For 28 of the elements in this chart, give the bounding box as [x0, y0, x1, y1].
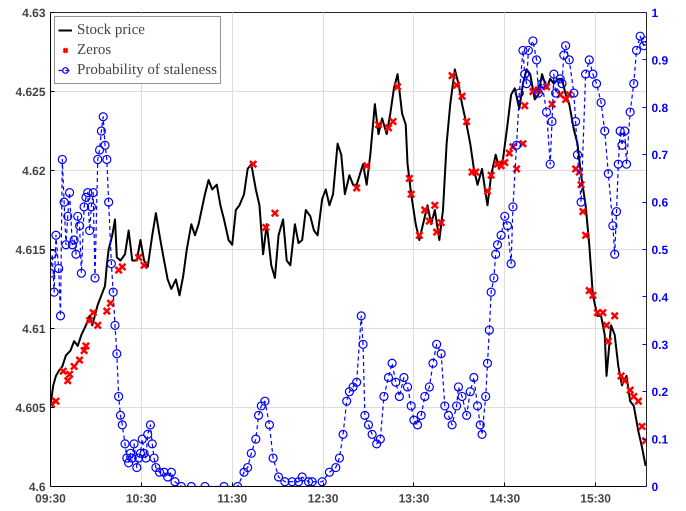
x-tick-label: 12:30	[308, 492, 339, 506]
y2-tick-label: 0.3	[652, 338, 669, 352]
y-tick-label: 4.605	[15, 401, 46, 415]
y-tick-label: 4.615	[15, 243, 46, 257]
legend-label: Zeros	[77, 42, 112, 58]
x-tick-label: 15:30	[580, 492, 612, 506]
y2-tick-label: 0.2	[652, 385, 669, 400]
y2-tick-label: 0.7	[652, 148, 669, 162]
y2-tick-label: 0.4	[652, 290, 669, 304]
legend-label: Probability of staleness	[77, 62, 217, 78]
x-tick-label: 10:30	[126, 492, 158, 506]
y2-tick-label: 0.9	[652, 53, 669, 68]
y-tick-label: 4.625	[15, 85, 46, 99]
y2-tick-label: 0	[652, 480, 658, 494]
y-tick-label: 4.62	[22, 164, 46, 178]
x-tick-label: 13:30	[398, 492, 430, 506]
legend-label: Stock price	[77, 22, 145, 38]
y-tick-label: 4.63	[22, 6, 46, 20]
x-tick-label: 09:30	[35, 492, 66, 506]
y-tick-label: 4.61	[22, 322, 46, 336]
y2-tick-label: 0.6	[652, 196, 669, 210]
y2-tick-label: 0.5	[652, 243, 669, 257]
x-tick-label: 11:30	[217, 492, 248, 506]
y-tick-label: 4.6	[28, 480, 46, 494]
x-tick-label: 14:30	[489, 492, 520, 506]
y2-tick-label: 0.1	[652, 432, 669, 447]
y2-tick-label: 0.8	[652, 100, 669, 115]
y2-tick-label: 1	[652, 6, 658, 20]
